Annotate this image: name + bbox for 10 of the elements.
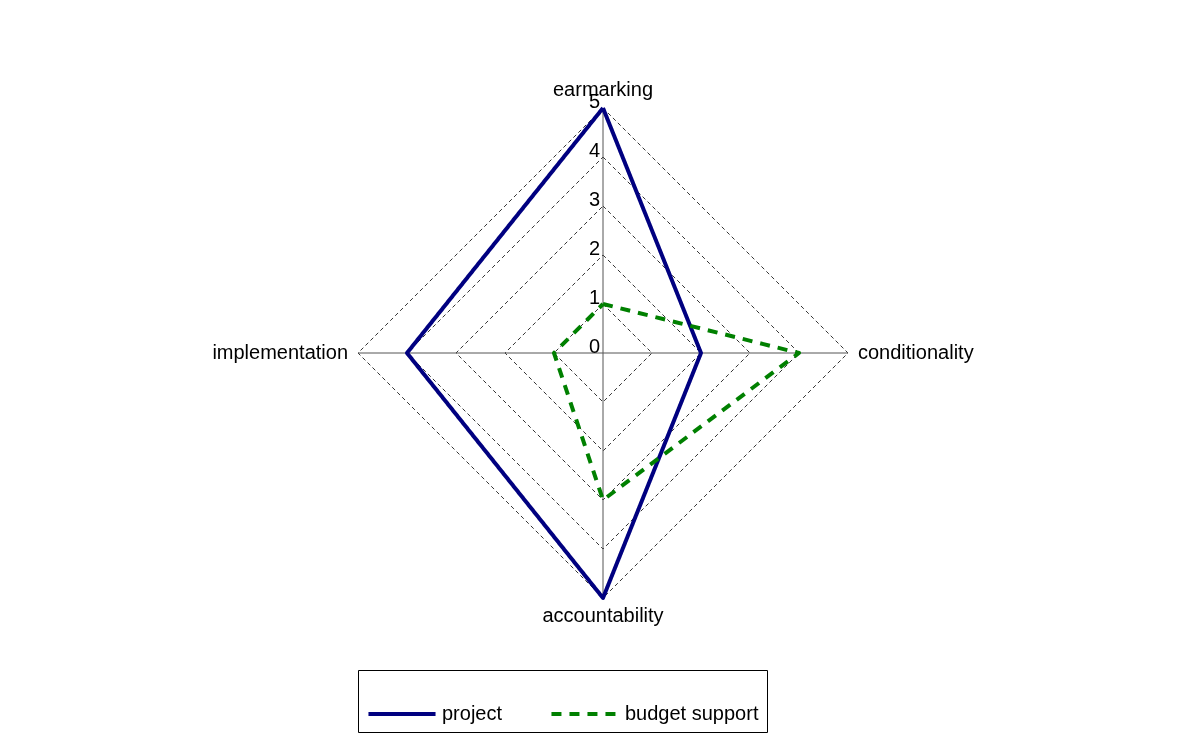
spoke-label: conditionality (858, 341, 974, 363)
y-tick-label: 1 (588, 286, 600, 308)
y-tick-label: 4 (588, 139, 600, 161)
spoke-label: implementation (212, 341, 348, 363)
y-tick-label: 2 (588, 237, 600, 259)
legend-label: budget support (625, 702, 759, 724)
legend-label: project (442, 702, 503, 724)
spoke-label: accountability (542, 604, 664, 626)
y-tick-label: 0 (588, 335, 600, 357)
y-tick-label: 3 (588, 188, 600, 210)
